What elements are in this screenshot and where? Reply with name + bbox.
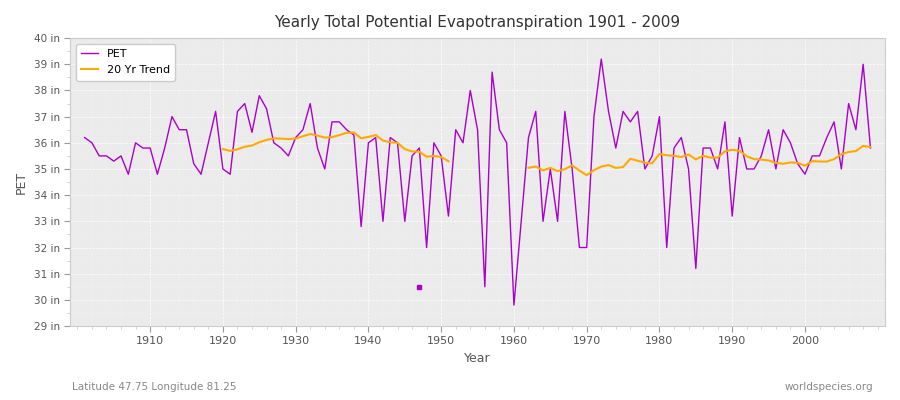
20 Yr Trend (370, 133, 381, 138)
20 Yr Trend (378, 138, 389, 143)
20 Yr Trend (254, 140, 265, 145)
Y-axis label: PET: PET (15, 170, 28, 194)
20 Yr Trend (443, 159, 454, 164)
20 Yr Trend (436, 154, 446, 159)
PET (516, 219, 526, 224)
PET (596, 57, 607, 62)
20 Yr Trend (305, 132, 316, 136)
PET (501, 140, 512, 145)
20 Yr Trend (247, 143, 257, 148)
Text: worldspecies.org: worldspecies.org (785, 382, 873, 392)
20 Yr Trend (298, 134, 309, 139)
Legend: PET, 20 Yr Trend: PET, 20 Yr Trend (76, 44, 176, 80)
PET (79, 135, 90, 140)
PET (138, 146, 148, 150)
20 Yr Trend (261, 138, 272, 142)
Line: 20 Yr Trend: 20 Yr Trend (223, 132, 448, 161)
PET (865, 146, 876, 150)
20 Yr Trend (421, 154, 432, 159)
20 Yr Trend (400, 147, 410, 152)
20 Yr Trend (392, 140, 403, 145)
X-axis label: Year: Year (464, 352, 491, 365)
Title: Yearly Total Potential Evapotranspiration 1901 - 2009: Yearly Total Potential Evapotranspiratio… (274, 15, 680, 30)
20 Yr Trend (414, 149, 425, 154)
20 Yr Trend (334, 133, 345, 138)
20 Yr Trend (225, 148, 236, 153)
20 Yr Trend (232, 147, 243, 152)
20 Yr Trend (320, 135, 330, 140)
20 Yr Trend (268, 136, 279, 141)
PET (341, 127, 352, 132)
20 Yr Trend (218, 147, 229, 152)
20 Yr Trend (385, 140, 396, 145)
Line: PET: PET (85, 59, 870, 305)
20 Yr Trend (363, 134, 374, 139)
20 Yr Trend (327, 135, 338, 140)
20 Yr Trend (275, 136, 286, 141)
20 Yr Trend (407, 149, 418, 154)
20 Yr Trend (239, 144, 250, 149)
20 Yr Trend (341, 130, 352, 135)
20 Yr Trend (356, 136, 366, 141)
20 Yr Trend (283, 137, 293, 142)
20 Yr Trend (312, 133, 323, 138)
20 Yr Trend (348, 130, 359, 135)
PET (508, 303, 519, 308)
PET (298, 127, 309, 132)
PET (610, 146, 621, 150)
20 Yr Trend (291, 136, 302, 141)
Text: Latitude 47.75 Longitude 81.25: Latitude 47.75 Longitude 81.25 (72, 382, 237, 392)
20 Yr Trend (428, 154, 439, 158)
